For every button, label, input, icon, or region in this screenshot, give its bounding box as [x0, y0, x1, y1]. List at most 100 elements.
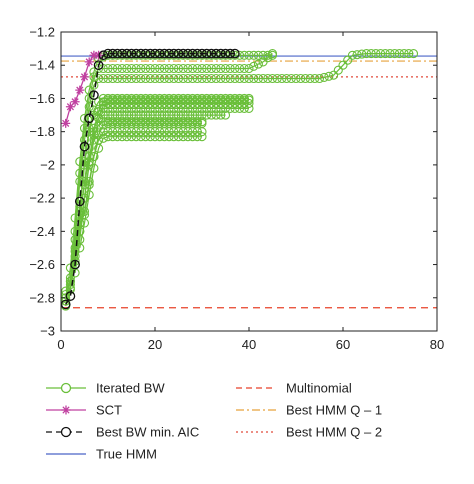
iterated-bw-point — [192, 95, 202, 105]
iterated-bw-point — [112, 98, 122, 108]
iterated-bw-point — [244, 95, 254, 105]
iterated-bw-point — [141, 63, 151, 74]
best-bw-point — [117, 48, 127, 59]
iterated-bw-point — [211, 73, 221, 84]
iterated-bw-point — [65, 276, 75, 286]
best-bw-point — [84, 113, 95, 124]
legend-item-iterated-bw: Iterated BW — [46, 381, 165, 396]
best-bw-point — [140, 48, 151, 59]
iterated-bw-point — [159, 73, 169, 84]
best-bw-point — [187, 48, 198, 59]
sct-point — [65, 102, 75, 112]
iterated-bw-point — [155, 132, 165, 142]
y-tick-label: −1.6 — [29, 91, 55, 106]
legend-item-multinomial: Multinomial — [236, 381, 352, 396]
iterated-bw-point — [112, 118, 122, 128]
iterated-bw-point — [150, 73, 160, 84]
best-bw-point — [93, 60, 104, 71]
iterated-bw-point — [216, 110, 226, 120]
iterated-bw-point — [202, 73, 212, 84]
best-bw-point — [70, 259, 80, 270]
iterated-bw-point — [230, 95, 240, 105]
iterated-bw-point — [258, 50, 268, 60]
iterated-bw-point — [188, 132, 198, 142]
iterated-bw-point — [136, 63, 146, 74]
iterated-bw-point — [122, 73, 132, 84]
plot-area — [61, 48, 437, 311]
iterated-bw-point — [197, 63, 207, 74]
sct-point — [89, 50, 99, 60]
iterated-bw-point — [319, 72, 329, 82]
best-bw-point — [178, 48, 189, 59]
iterated-bw-point — [126, 118, 137, 128]
iterated-bw-point — [131, 95, 141, 105]
iterated-bw-point — [329, 70, 339, 80]
iterated-bw-point — [253, 73, 263, 84]
iterated-bw-point — [263, 73, 273, 84]
iterated-bw-point — [310, 73, 320, 84]
iterated-bw-point — [239, 98, 249, 108]
iterated-bw-point — [103, 63, 113, 74]
iterated-bw-point — [188, 63, 198, 74]
best-bw-point — [79, 141, 90, 152]
iterated-bw-point — [188, 95, 198, 105]
best-bw-point — [74, 196, 85, 207]
iterated-bw-point — [117, 95, 127, 105]
best-bw-point — [65, 291, 76, 301]
legend-item-best-bw-min-aic: Best BW min. AIC — [46, 425, 199, 440]
legend-item-true-hmm: True HMM — [46, 447, 157, 462]
iterated-bw-point — [202, 110, 212, 120]
iterated-bw-point — [376, 49, 386, 59]
iterated-bw-point — [131, 73, 141, 84]
iterated-bw-point — [235, 50, 245, 60]
iterated-bw-point — [366, 49, 376, 59]
iterated-bw-line — [65, 53, 414, 307]
iterated-bw-point — [122, 98, 132, 108]
sct-point — [75, 85, 85, 95]
iterated-bw-point — [178, 73, 188, 84]
iterated-bw-point — [173, 132, 184, 142]
iterated-bw-point — [408, 49, 419, 59]
best-bw-point — [197, 48, 207, 59]
iterated-bw-point — [202, 63, 212, 74]
legend-item-sct: SCT — [46, 403, 122, 418]
iterated-bw-point — [220, 73, 231, 84]
iterated-bw-point — [131, 98, 141, 108]
iterated-bw-point — [249, 73, 259, 84]
legend-label: Best HMM Q – 1 — [286, 403, 382, 418]
iterated-bw-point — [169, 95, 179, 105]
iterated-bw-point — [159, 118, 169, 128]
iterated-bw-point — [244, 50, 254, 60]
iterated-bw-point — [79, 123, 90, 133]
iterated-bw-point — [258, 73, 268, 84]
iterated-bw-point — [103, 95, 113, 105]
iterated-bw-point — [98, 100, 108, 110]
iterated-bw-point — [394, 49, 404, 59]
iterated-bw-point — [141, 95, 151, 105]
iterated-bw-point — [103, 98, 113, 108]
sct-point — [84, 57, 94, 67]
iterated-bw-point — [220, 98, 231, 108]
iterated-bw-point — [89, 163, 99, 173]
y-tick-label: −1.4 — [29, 58, 55, 73]
iterated-bw-point — [169, 132, 179, 142]
iterated-bw-point — [230, 98, 240, 108]
iterated-bw-point — [145, 132, 155, 142]
iterated-bw-point — [239, 50, 249, 60]
iterated-bw-line — [74, 131, 202, 262]
y-tick-label: −1.2 — [29, 25, 55, 40]
iterated-bw-point — [253, 59, 263, 69]
x-tick-label: 20 — [148, 337, 162, 352]
iterated-bw-point — [136, 95, 146, 105]
best-bw-point — [112, 48, 123, 59]
iterated-bw-point — [164, 132, 174, 142]
iterated-bw-point — [84, 123, 94, 133]
iterated-bw-point — [89, 105, 99, 115]
iterated-bw-point — [197, 98, 207, 108]
best-bw-point — [211, 48, 221, 59]
iterated-bw-point — [216, 63, 226, 74]
iterated-bw-point — [267, 73, 278, 84]
iterated-bw-point — [361, 49, 372, 59]
iterated-bw-point — [183, 73, 193, 84]
iterated-bw-point — [305, 73, 315, 84]
